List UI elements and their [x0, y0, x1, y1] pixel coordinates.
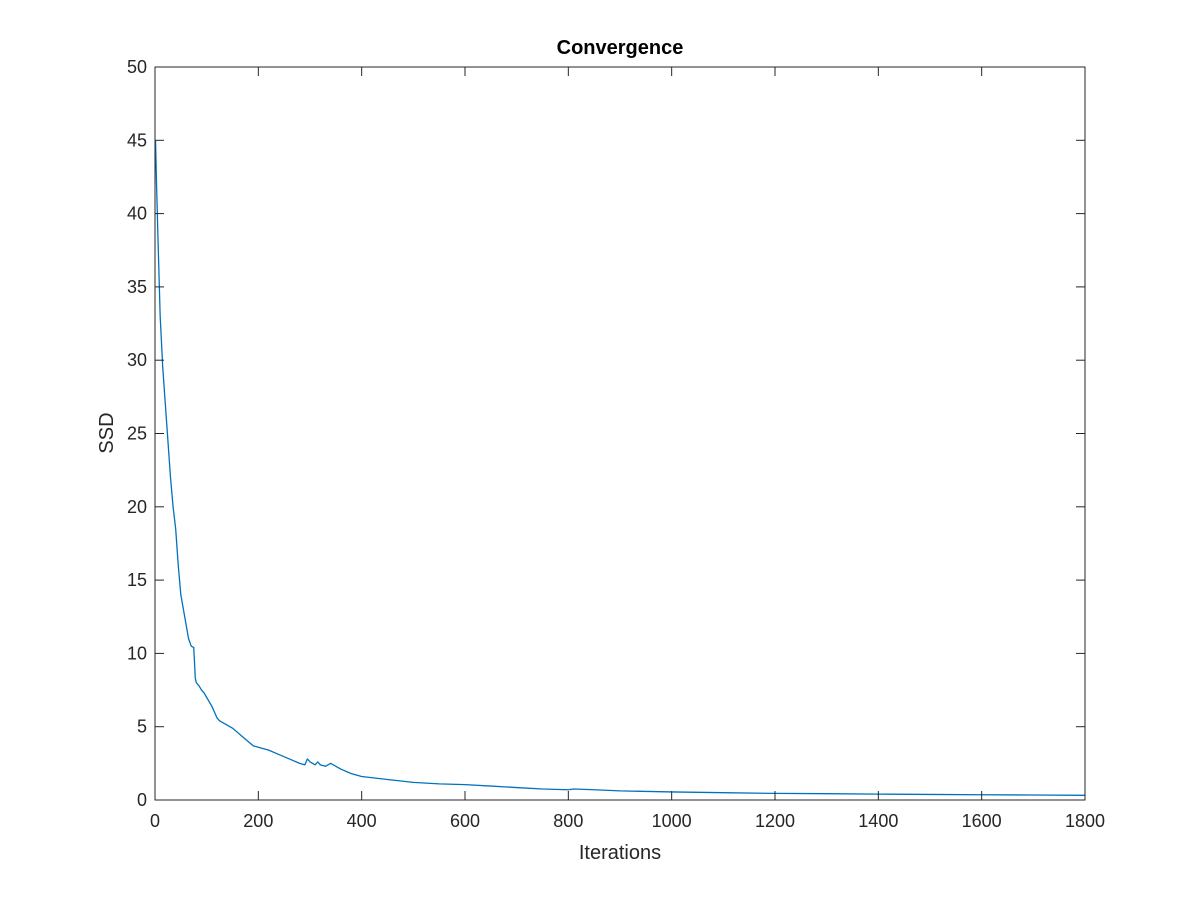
y-tick-label: 45: [127, 130, 147, 150]
x-axis-ticks: 0 200 400 600 800 1000 1200 1400 1600 1800: [150, 67, 1105, 831]
y-tick-label: 50: [127, 57, 147, 77]
y-axis-ticks: 0 5 10 15 20 25 30 35 40 45 50: [127, 57, 1085, 810]
x-tick-label: 600: [450, 811, 480, 831]
x-tick-label: 200: [243, 811, 273, 831]
y-axis-label: SSD: [96, 412, 118, 453]
x-tick-label: 0: [150, 811, 160, 831]
y-tick-label: 20: [127, 497, 147, 517]
x-tick-label: 800: [553, 811, 583, 831]
chart-title: Convergence: [557, 37, 684, 59]
y-tick-label: 0: [137, 790, 147, 810]
series-line: [154, 140, 1086, 796]
y-tick-label: 35: [127, 277, 147, 297]
y-tick-label: 10: [127, 643, 147, 663]
x-tick-label: 1600: [962, 811, 1002, 831]
x-axis-label: Iterations: [579, 842, 661, 864]
x-tick-label: 400: [347, 811, 377, 831]
x-tick-label: 1000: [652, 811, 692, 831]
y-tick-label: 30: [127, 350, 147, 370]
y-tick-label: 5: [137, 717, 147, 737]
y-tick-label: 15: [127, 570, 147, 590]
x-tick-label: 1400: [858, 811, 898, 831]
y-tick-label: 25: [127, 424, 147, 444]
y-tick-label: 40: [127, 204, 147, 224]
x-tick-label: 1200: [755, 811, 795, 831]
x-tick-label: 1800: [1065, 811, 1105, 831]
